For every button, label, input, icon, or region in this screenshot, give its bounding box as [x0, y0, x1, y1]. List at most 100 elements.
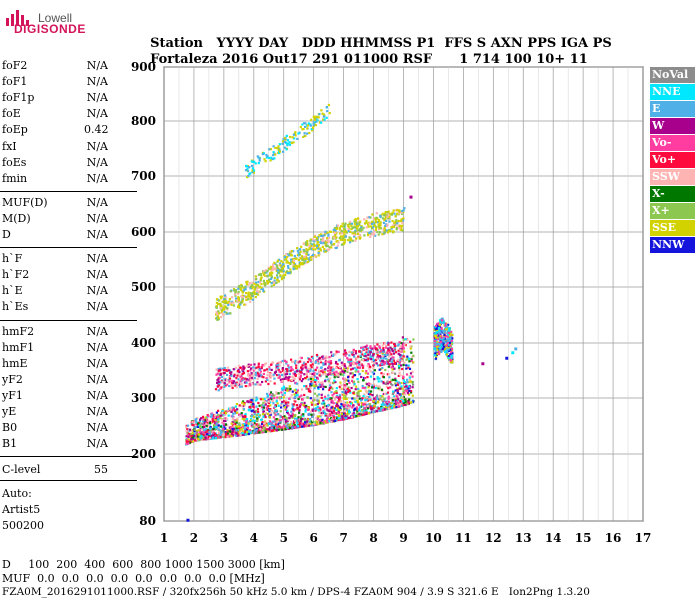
echo-point [302, 135, 305, 139]
echo-point [290, 366, 293, 369]
echo-point [368, 395, 371, 398]
echo-point [362, 394, 365, 398]
echo-point [238, 371, 241, 374]
echo-point [350, 386, 353, 390]
echo-point [390, 382, 393, 386]
echo-point [320, 238, 323, 241]
echo-point [240, 286, 243, 289]
echo-point [402, 390, 405, 393]
param-label: M(D) [2, 211, 31, 225]
echo-point [327, 380, 330, 383]
echo-point [351, 367, 354, 370]
echo-point [332, 381, 335, 384]
echo-point [324, 357, 327, 360]
echo-point [375, 347, 378, 350]
echo-point [448, 337, 451, 340]
echo-point [317, 380, 320, 383]
echo-point [378, 385, 381, 388]
echo-point [358, 366, 361, 369]
echo-point [296, 382, 299, 385]
echo-point [360, 228, 363, 231]
echo-point [271, 420, 274, 423]
echo-point [246, 433, 249, 436]
echo-point [434, 332, 437, 335]
echo-point [250, 284, 253, 287]
echo-point [316, 366, 319, 369]
echo-point [393, 404, 396, 407]
echo-point [333, 376, 336, 379]
echo-point [260, 374, 263, 377]
echo-point [380, 395, 383, 398]
echo-point [389, 213, 392, 216]
echo-point [392, 230, 395, 233]
echo-point [295, 391, 298, 394]
echo-point [261, 288, 265, 291]
echo-point [400, 364, 403, 367]
echo-point [333, 419, 337, 423]
echo-point [374, 387, 377, 390]
echo-point [260, 406, 264, 409]
echo-point [294, 374, 297, 377]
echo-point [354, 400, 357, 403]
echo-point [284, 408, 287, 411]
echo-point [241, 299, 244, 302]
echo-point [353, 233, 356, 236]
echo-point [187, 438, 190, 441]
echo-point [382, 403, 385, 406]
echo-point [212, 436, 215, 439]
echo-point [242, 400, 245, 403]
echo-point [346, 387, 349, 390]
echo-point [360, 226, 363, 229]
echo-point [307, 418, 310, 421]
echo-point [195, 422, 198, 426]
clevel-value: 55 [94, 463, 108, 477]
echo-point [224, 300, 227, 303]
echo-point [447, 357, 450, 360]
echo-point [250, 296, 253, 299]
echo-point [376, 356, 379, 359]
echo-point [394, 221, 397, 224]
echo-point [299, 371, 303, 374]
echo-point [220, 316, 223, 319]
echo-point [370, 407, 373, 411]
echo-point [332, 228, 335, 231]
echo-point [265, 423, 268, 426]
echo-point [391, 224, 394, 227]
echo-point [266, 270, 269, 273]
echo-point [210, 434, 213, 437]
echo-point [279, 378, 282, 381]
echo-point [275, 409, 278, 412]
auto-label: Auto: [2, 487, 32, 501]
echo-point [265, 400, 269, 403]
echo-point [355, 361, 359, 364]
echo-point [199, 433, 202, 436]
echo-point [304, 408, 307, 411]
echo-point [223, 310, 226, 313]
echo-point [260, 276, 263, 279]
echo-point [293, 137, 296, 140]
echo-point [338, 394, 341, 397]
echo-point [403, 380, 406, 384]
echo-point [330, 246, 333, 249]
echo-point [307, 406, 310, 409]
echo-point [382, 406, 385, 409]
echo-point [222, 306, 225, 309]
echo-point [391, 362, 394, 365]
echo-point [318, 383, 321, 386]
echo-point [363, 354, 366, 358]
echo-point [253, 160, 256, 163]
echo-point [321, 418, 324, 421]
echo-point [186, 432, 189, 435]
echo-point [262, 372, 265, 376]
echo-point [278, 152, 281, 155]
echo-point [394, 389, 397, 392]
echo-point [304, 363, 307, 366]
echo-point [275, 368, 278, 371]
echo-point [447, 341, 450, 344]
echo-point [232, 301, 235, 304]
echo-point [384, 216, 387, 219]
echo-point [343, 367, 346, 371]
echo-point [280, 260, 283, 263]
param-value: N/A [86, 252, 108, 266]
echo-point [217, 389, 220, 392]
